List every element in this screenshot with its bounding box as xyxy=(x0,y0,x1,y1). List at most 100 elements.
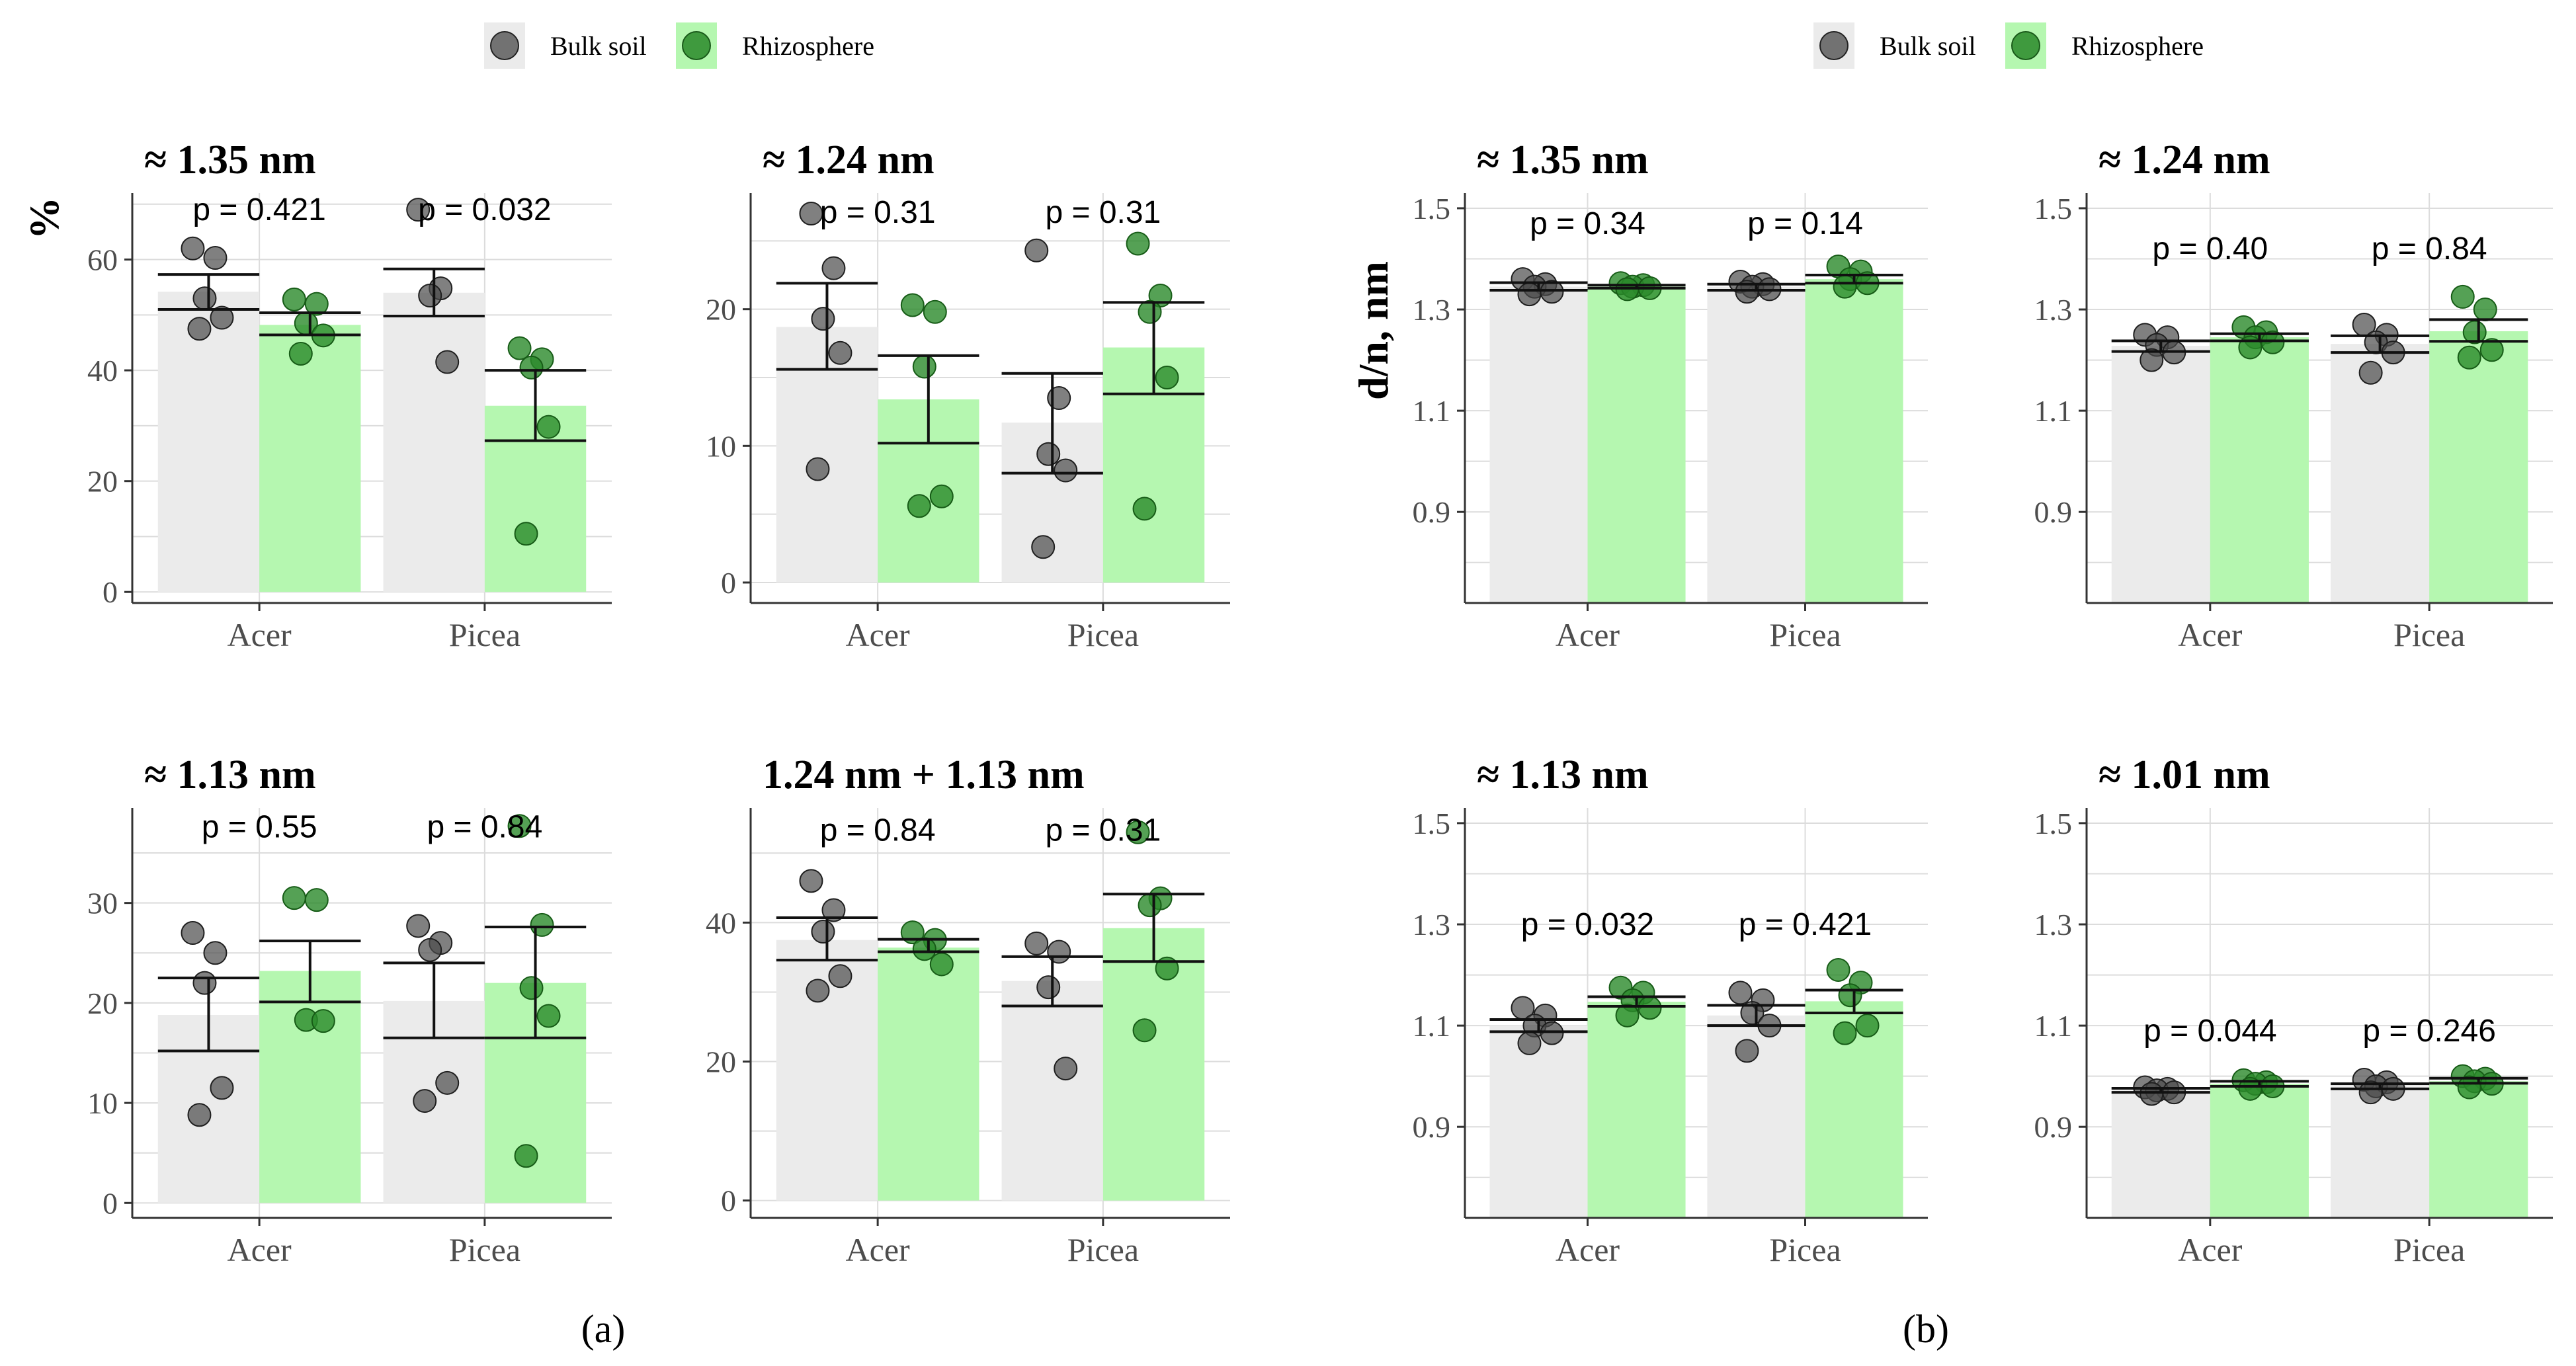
p-value-label: p = 0.14 xyxy=(1747,206,1863,241)
point-bulk-soil xyxy=(811,307,835,331)
bar-rhizosphere xyxy=(2429,1081,2528,1218)
y-tick-label: 1.5 xyxy=(1413,807,1451,840)
point-rhizosphere xyxy=(929,484,954,508)
point-bulk-soil xyxy=(2358,360,2383,385)
bar-bulk-soil xyxy=(2111,346,2210,603)
point-bulk-soil xyxy=(418,938,442,962)
x-category-label: Picea xyxy=(449,616,520,653)
y-tick-label: 0 xyxy=(103,1186,118,1220)
panel-1-24nm-dn: ≈ 1.24 nm 0.9 1.1 1.3 1.5 Acer Picea p = 0.40 p … xyxy=(2034,138,2553,653)
x-category-label: Picea xyxy=(1769,616,1841,653)
p-value-label: p = 0.246 xyxy=(2362,1014,2496,1049)
point-rhizosphere xyxy=(507,336,532,360)
point-rhizosphere xyxy=(311,1009,335,1033)
point-bulk-soil xyxy=(1517,1031,1542,1055)
point-bulk-soil xyxy=(210,1076,234,1100)
bar-bulk-soil xyxy=(1001,981,1103,1201)
y-tick-label: 40 xyxy=(87,354,118,387)
point-bulk-soil xyxy=(406,914,431,938)
y-tick-label: 10 xyxy=(87,1086,118,1120)
point-rhizosphere xyxy=(912,354,936,379)
point-bulk-soil xyxy=(1517,282,1542,307)
panel-1-24-plus-1-13nm-percent: 1.24 nm + 1.13 nm 0 20 40 Acer Picea p = 0.84 p… xyxy=(706,752,1230,1268)
point-bulk-soil xyxy=(1740,1001,1765,1025)
y-tick-label: 20 xyxy=(706,1045,736,1079)
y-tick-label: 1.1 xyxy=(1413,1009,1451,1043)
point-rhizosphere xyxy=(1155,956,1179,981)
legend-bulk-label: Bulk soil xyxy=(1880,31,1976,61)
point-bulk-soil xyxy=(210,305,234,330)
x-category-label: Acer xyxy=(1556,1231,1620,1268)
point-bulk-soil xyxy=(1036,442,1061,466)
point-rhizosphere xyxy=(1155,366,1179,389)
point-bulk-soil xyxy=(821,256,846,280)
point-rhizosphere xyxy=(2238,1076,2263,1101)
point-bulk-soil xyxy=(1031,535,1056,559)
point-bulk-soil xyxy=(799,202,823,225)
y-tick-label: 1.5 xyxy=(2034,192,2073,225)
point-bulk-soil xyxy=(828,964,852,988)
panel-title: ≈ 1.01 nm xyxy=(2098,752,2270,797)
point-bulk-soil xyxy=(806,979,830,1003)
panel-title: ≈ 1.35 nm xyxy=(144,138,316,182)
point-bulk-soil xyxy=(203,246,228,270)
bar-bulk-soil xyxy=(1489,286,1588,603)
point-bulk-soil xyxy=(2358,1080,2383,1105)
y-tick-label: 20 xyxy=(87,465,118,499)
panel-1-35nm-percent: ≈ 1.35 nm 0 20 40 60 Acer Picea p = 0.421 p = 0.… xyxy=(87,138,612,653)
point-bulk-soil xyxy=(192,286,217,311)
y-tick-label: 1.1 xyxy=(2034,1009,2073,1043)
point-bulk-soil xyxy=(2140,1082,2164,1106)
point-rhizosphere xyxy=(2450,284,2475,309)
point-rhizosphere xyxy=(923,300,947,324)
point-rhizosphere xyxy=(514,1144,538,1168)
x-category-label: Picea xyxy=(1067,1231,1139,1268)
y-axis-label-b: d/n, nm xyxy=(1350,261,1397,400)
point-rhizosphere xyxy=(1132,1018,1157,1043)
bar-rhizosphere xyxy=(259,971,361,1203)
legend-bulk-point xyxy=(490,31,519,60)
point-bulk-soil xyxy=(1054,1057,1078,1081)
bar-rhizosphere xyxy=(1587,286,1686,603)
p-value-label: p = 0.31 xyxy=(1045,813,1161,848)
y-tick-label: 10 xyxy=(706,429,736,463)
y-tick-label: 40 xyxy=(706,906,736,940)
bar-bulk-soil xyxy=(1707,286,1806,603)
bar-bulk-soil xyxy=(2331,344,2430,603)
x-category-label: Acer xyxy=(846,1231,910,1268)
point-bulk-soil xyxy=(435,1070,460,1095)
panel-1-35nm-dn: ≈ 1.35 nm 0.9 1.1 1.3 1.5 Acer Picea p = 0.34 p … xyxy=(1413,138,1928,653)
y-tick-label: 0 xyxy=(103,575,118,609)
bar-rhizosphere xyxy=(1805,279,1903,603)
point-rhizosphere xyxy=(1638,996,1662,1020)
x-category-label: Picea xyxy=(1769,1231,1841,1268)
y-tick-label: 1.5 xyxy=(1413,192,1451,225)
point-rhizosphere xyxy=(1126,820,1150,844)
p-value-label: p = 0.032 xyxy=(418,192,552,227)
point-rhizosphere xyxy=(2261,330,2285,354)
bar-bulk-soil xyxy=(383,292,485,592)
point-rhizosphere xyxy=(1855,1014,1880,1038)
point-bulk-soil xyxy=(435,350,460,374)
panel-1-24nm-percent: ≈ 1.24 nm 0 10 20 Acer Picea p = 0.31 p = 0.31 xyxy=(706,138,1230,653)
point-rhizosphere xyxy=(536,415,561,439)
bar-rhizosphere xyxy=(2210,1084,2309,1218)
y-tick-label: 1.5 xyxy=(2034,807,2073,840)
point-bulk-soil xyxy=(413,1089,437,1113)
point-rhizosphere xyxy=(929,952,954,977)
point-bulk-soil xyxy=(406,198,431,222)
y-axis-label-a: % xyxy=(21,197,67,239)
y-tick-label: 60 xyxy=(87,243,118,277)
point-bulk-soil xyxy=(1024,931,1049,955)
point-rhizosphere xyxy=(1838,983,1862,1008)
legend-a: Bulk soil Rhizosphere xyxy=(484,22,874,69)
bar-rhizosphere xyxy=(1102,928,1205,1201)
point-bulk-soil xyxy=(1036,975,1061,1000)
point-rhizosphere xyxy=(1826,957,1850,982)
y-tick-label: 30 xyxy=(87,887,118,920)
point-rhizosphere xyxy=(288,341,313,366)
y-tick-label: 1.3 xyxy=(2034,908,2073,942)
point-bulk-soil xyxy=(181,236,205,261)
x-category-label: Acer xyxy=(1556,616,1620,653)
